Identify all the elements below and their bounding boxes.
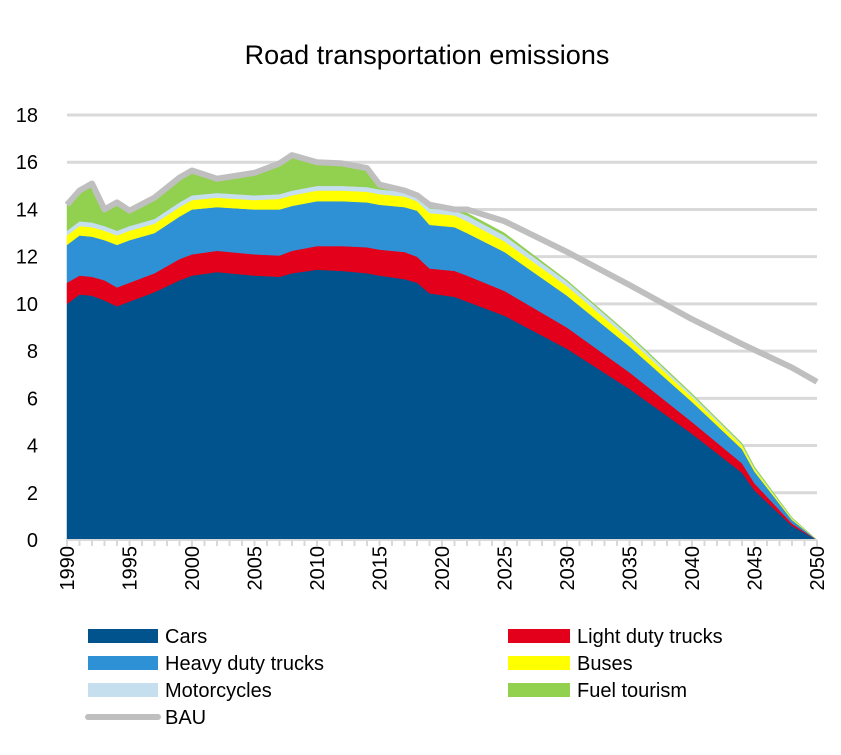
x-tick-label: 2005 — [245, 546, 267, 591]
y-tick-label: 16 — [16, 152, 38, 174]
legend-swatch — [508, 629, 570, 643]
x-tick-label: 1995 — [120, 546, 142, 591]
line-bau — [64, 152, 819, 385]
x-tick-label: 2000 — [182, 546, 204, 591]
legend-label: BAU — [165, 707, 206, 729]
legend-label: Cars — [165, 626, 207, 648]
y-axis: 0 2 4 6 8 10 12 14 16 18 — [16, 105, 38, 552]
stacked-areas — [66, 154, 818, 541]
legend-swatch — [508, 656, 570, 670]
legend-swatch — [508, 683, 570, 697]
legend-swatch — [88, 656, 158, 670]
y-tick-label: 4 — [27, 436, 38, 458]
x-tick-label: 2035 — [620, 546, 642, 591]
area-cars — [66, 269, 818, 541]
x-tick-label: 2050 — [807, 546, 829, 591]
y-tick-label: 0 — [27, 530, 38, 552]
legend-label: Light duty trucks — [577, 626, 723, 648]
y-tick-label: 10 — [16, 294, 38, 316]
legend-label: Heavy duty trucks — [165, 653, 324, 675]
legend-label: Motorcycles — [165, 680, 272, 702]
x-tick-label: 2040 — [682, 546, 704, 591]
x-tick-label: 2015 — [370, 546, 392, 591]
y-tick-label: 14 — [16, 199, 38, 221]
y-tick-label: 2 — [27, 483, 38, 505]
legend-label: Fuel tourism — [577, 680, 687, 702]
y-tick-label: 6 — [27, 388, 38, 410]
y-tick-label: 18 — [16, 105, 38, 127]
x-tick-label: 2010 — [307, 546, 329, 591]
x-tick-label: 2025 — [495, 546, 517, 591]
y-tick-label: 12 — [16, 247, 38, 269]
x-tick-label: 1990 — [57, 546, 79, 591]
x-axis: 1990 1995 2000 2005 2010 2015 2020 2025 2030 2035… — [57, 539, 829, 591]
legend: Cars Light duty trucks Heavy duty trucks Bu… — [85, 626, 723, 729]
chart-title: Road transportation emissions — [245, 40, 610, 70]
line-series — [64, 152, 819, 385]
x-tick-label: 2030 — [557, 546, 579, 591]
legend-swatch — [88, 629, 158, 643]
legend-label: Buses — [577, 653, 633, 675]
y-tick-label: 8 — [27, 341, 38, 363]
x-tick-label: 2020 — [432, 546, 454, 591]
x-tick-label: 2045 — [745, 546, 767, 591]
legend-swatch — [88, 683, 158, 697]
